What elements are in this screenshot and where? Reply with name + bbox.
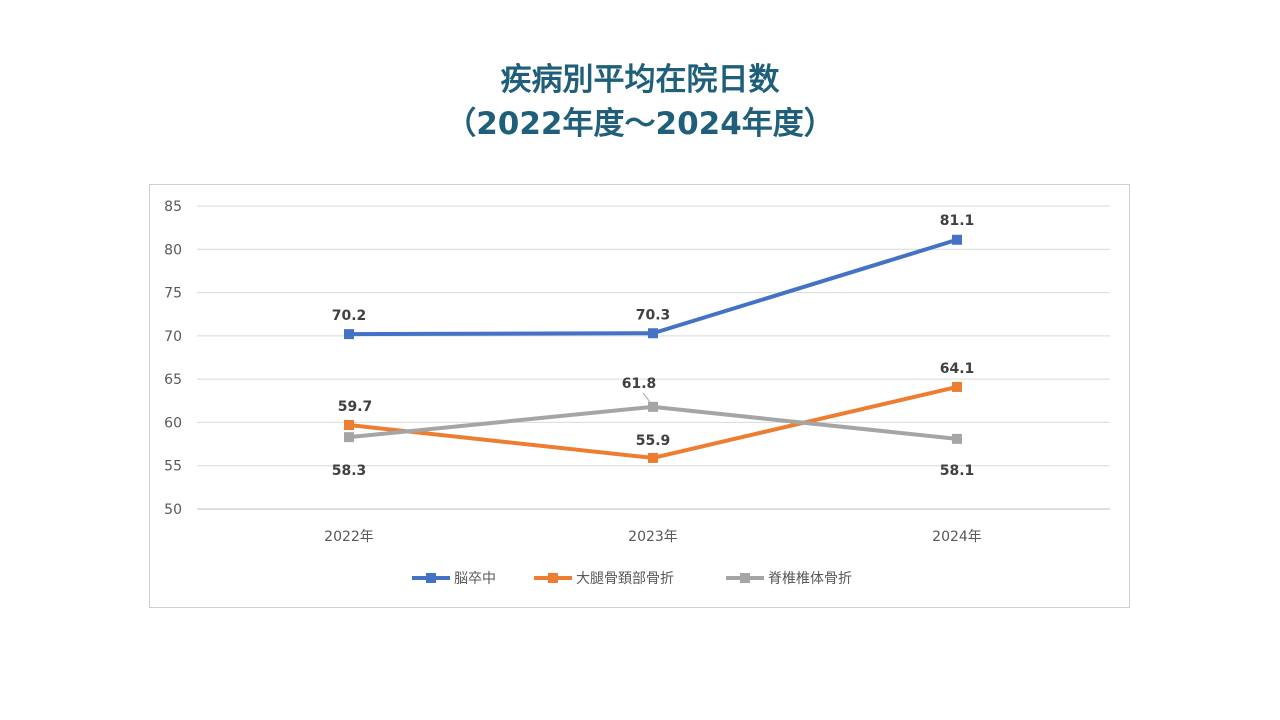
y-tick-label: 50 [164, 502, 182, 518]
legend-marker [740, 573, 750, 583]
data-marker [952, 381, 962, 392]
data-label: 70.3 [636, 307, 671, 323]
y-tick-label: 75 [164, 286, 182, 302]
data-marker [344, 329, 354, 340]
data-marker [648, 328, 658, 339]
data-label: 81.1 [940, 213, 975, 229]
data-label: 61.8 [622, 376, 657, 392]
data-label: 70.2 [332, 308, 367, 324]
legend-label: 大腿骨頚部骨折 [576, 571, 674, 587]
data-label: 58.1 [940, 463, 975, 479]
chart-title-line2: （2022年度～2024年度） [445, 106, 835, 142]
legend-label: 脊椎椎体骨折 [768, 571, 852, 587]
legend-marker [548, 573, 558, 583]
y-tick-label: 65 [164, 372, 182, 388]
data-marker [648, 401, 658, 412]
y-tick-label: 55 [164, 459, 182, 475]
data-marker [344, 420, 354, 431]
x-tick-label: 2022年 [324, 529, 374, 545]
data-marker [648, 452, 658, 463]
data-label: 55.9 [636, 433, 671, 449]
data-label: 58.3 [332, 463, 367, 479]
legend-marker [426, 573, 436, 583]
y-tick-label: 85 [164, 199, 182, 215]
chart-area [149, 184, 1130, 608]
y-tick-label: 70 [164, 329, 182, 345]
legend-label: 脳卒中 [454, 571, 496, 587]
data-label: 59.7 [338, 399, 373, 415]
data-marker [952, 234, 962, 245]
x-tick-label: 2023年 [628, 529, 678, 545]
data-marker [344, 432, 354, 443]
data-label: 64.1 [940, 361, 975, 377]
x-tick-label: 2024年 [932, 529, 982, 545]
data-marker [952, 433, 962, 444]
chart-title-line1: 疾病別平均在院日数 [500, 62, 780, 98]
y-tick-label: 60 [164, 415, 182, 431]
label-leader-line [642, 392, 651, 403]
y-tick-label: 80 [164, 242, 182, 258]
